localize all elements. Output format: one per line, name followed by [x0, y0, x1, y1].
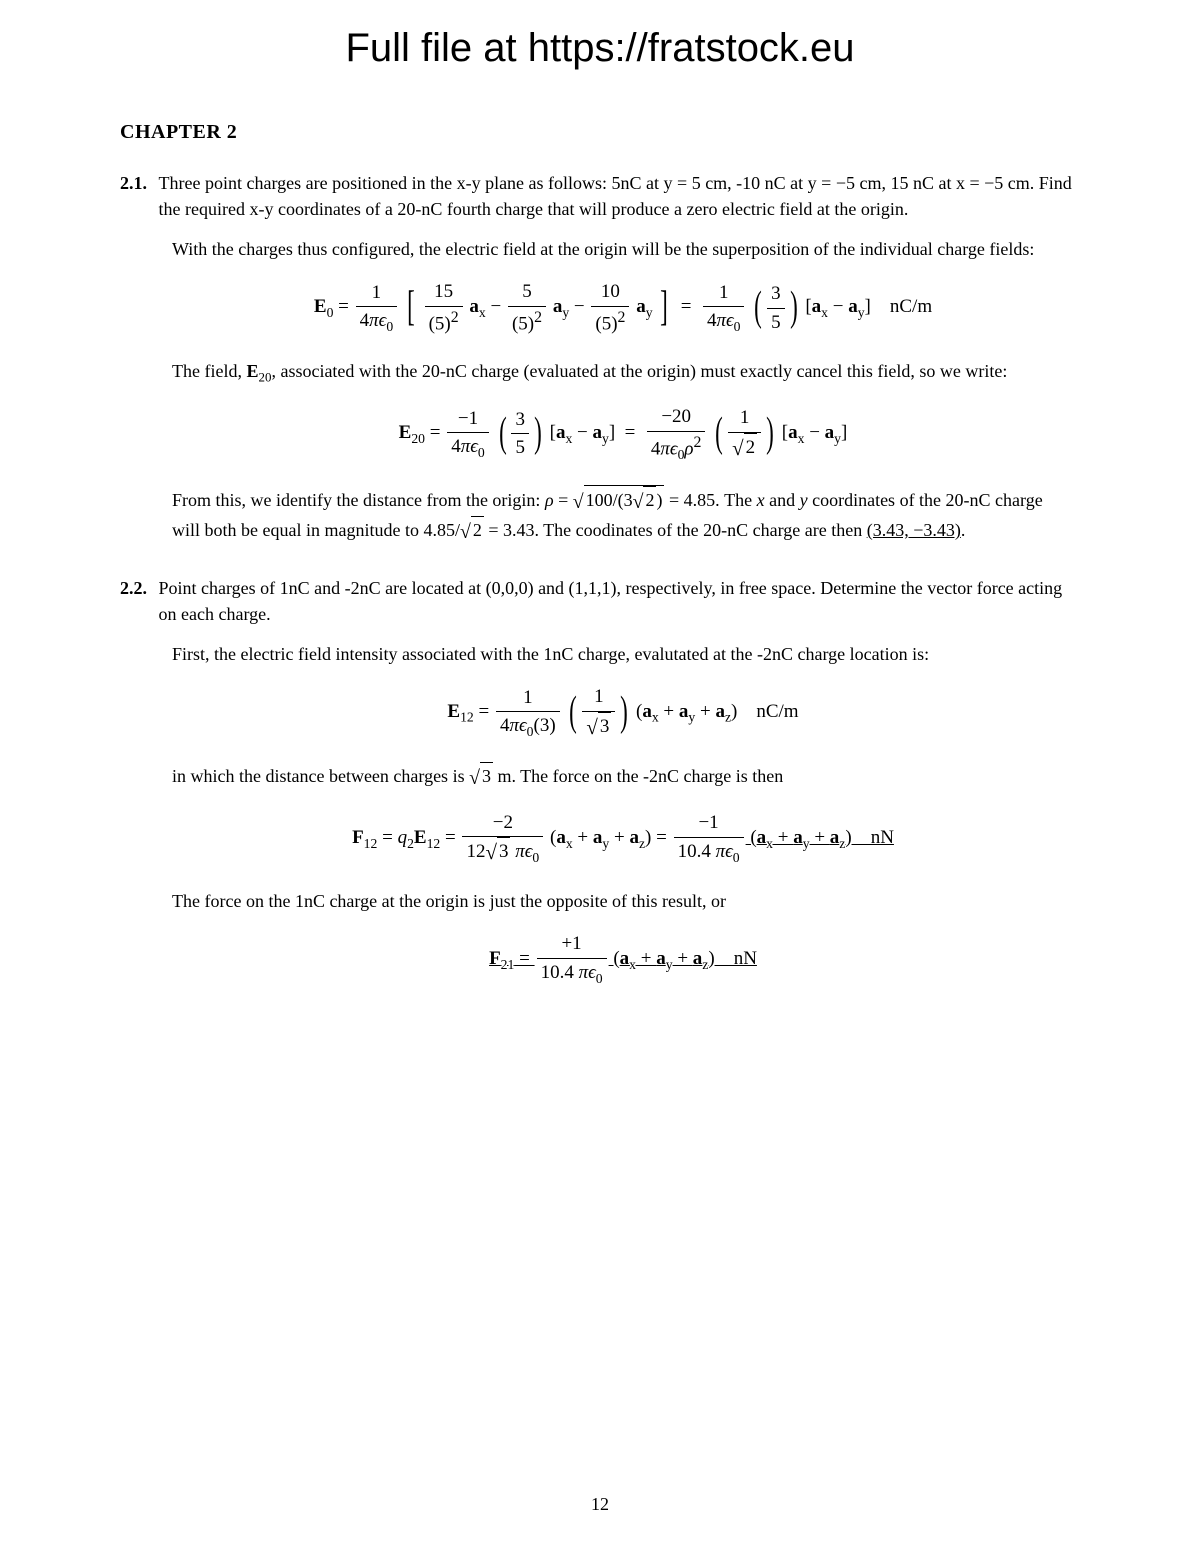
- equation-e20: E20 = −14πϵ0 (35) [ax − ay] = −204πϵ0ρ2 …: [172, 403, 1074, 465]
- solution-paragraph: The field, E20, associated with the 20-n…: [172, 358, 1074, 387]
- problem-2-2: 2.2. Point charges of 1nC and -2nC are l…: [120, 575, 1080, 988]
- problem-statement: Three point charges are positioned in th…: [159, 170, 1079, 222]
- page-header-title: Full file at https://fratstock.eu: [120, 26, 1080, 71]
- page-number: 12: [0, 1494, 1200, 1515]
- page: Full file at https://fratstock.eu CHAPTE…: [0, 0, 1200, 1553]
- equation-f21: F21 = +110.4 πϵ0 (ax + ay + az) nN: [172, 930, 1074, 988]
- equation-f12: F12 = q2E12 = −212√3 πϵ0 (ax + ay + az) …: [172, 809, 1074, 868]
- solution-paragraph: From this, we identify the distance from…: [172, 485, 1074, 547]
- problem-2-1-solution: With the charges thus configured, the el…: [172, 236, 1074, 547]
- problem-number: 2.1.: [120, 170, 154, 196]
- solution-paragraph: The force on the 1nC charge at the origi…: [172, 888, 1074, 914]
- equation-e0: E0 = 14πϵ0 [ 15(5)2 ax − 5(5)2 ay − 10(5…: [172, 278, 1074, 337]
- problem-2-2-solution: First, the electric field intensity asso…: [172, 641, 1074, 988]
- solution-paragraph: With the charges thus configured, the el…: [172, 236, 1074, 262]
- problem-2-1: 2.1. Three point charges are positioned …: [120, 170, 1080, 547]
- solution-paragraph: First, the electric field intensity asso…: [172, 641, 1074, 667]
- problem-statement: Point charges of 1nC and -2nC are locate…: [159, 575, 1079, 627]
- chapter-label: CHAPTER 2: [120, 121, 1080, 144]
- solution-paragraph: in which the distance between charges is…: [172, 762, 1074, 793]
- equation-e12: E12 = 14πϵ0(3) (1√3) (ax + ay + az) nC/m: [172, 683, 1074, 742]
- problem-number: 2.2.: [120, 575, 154, 601]
